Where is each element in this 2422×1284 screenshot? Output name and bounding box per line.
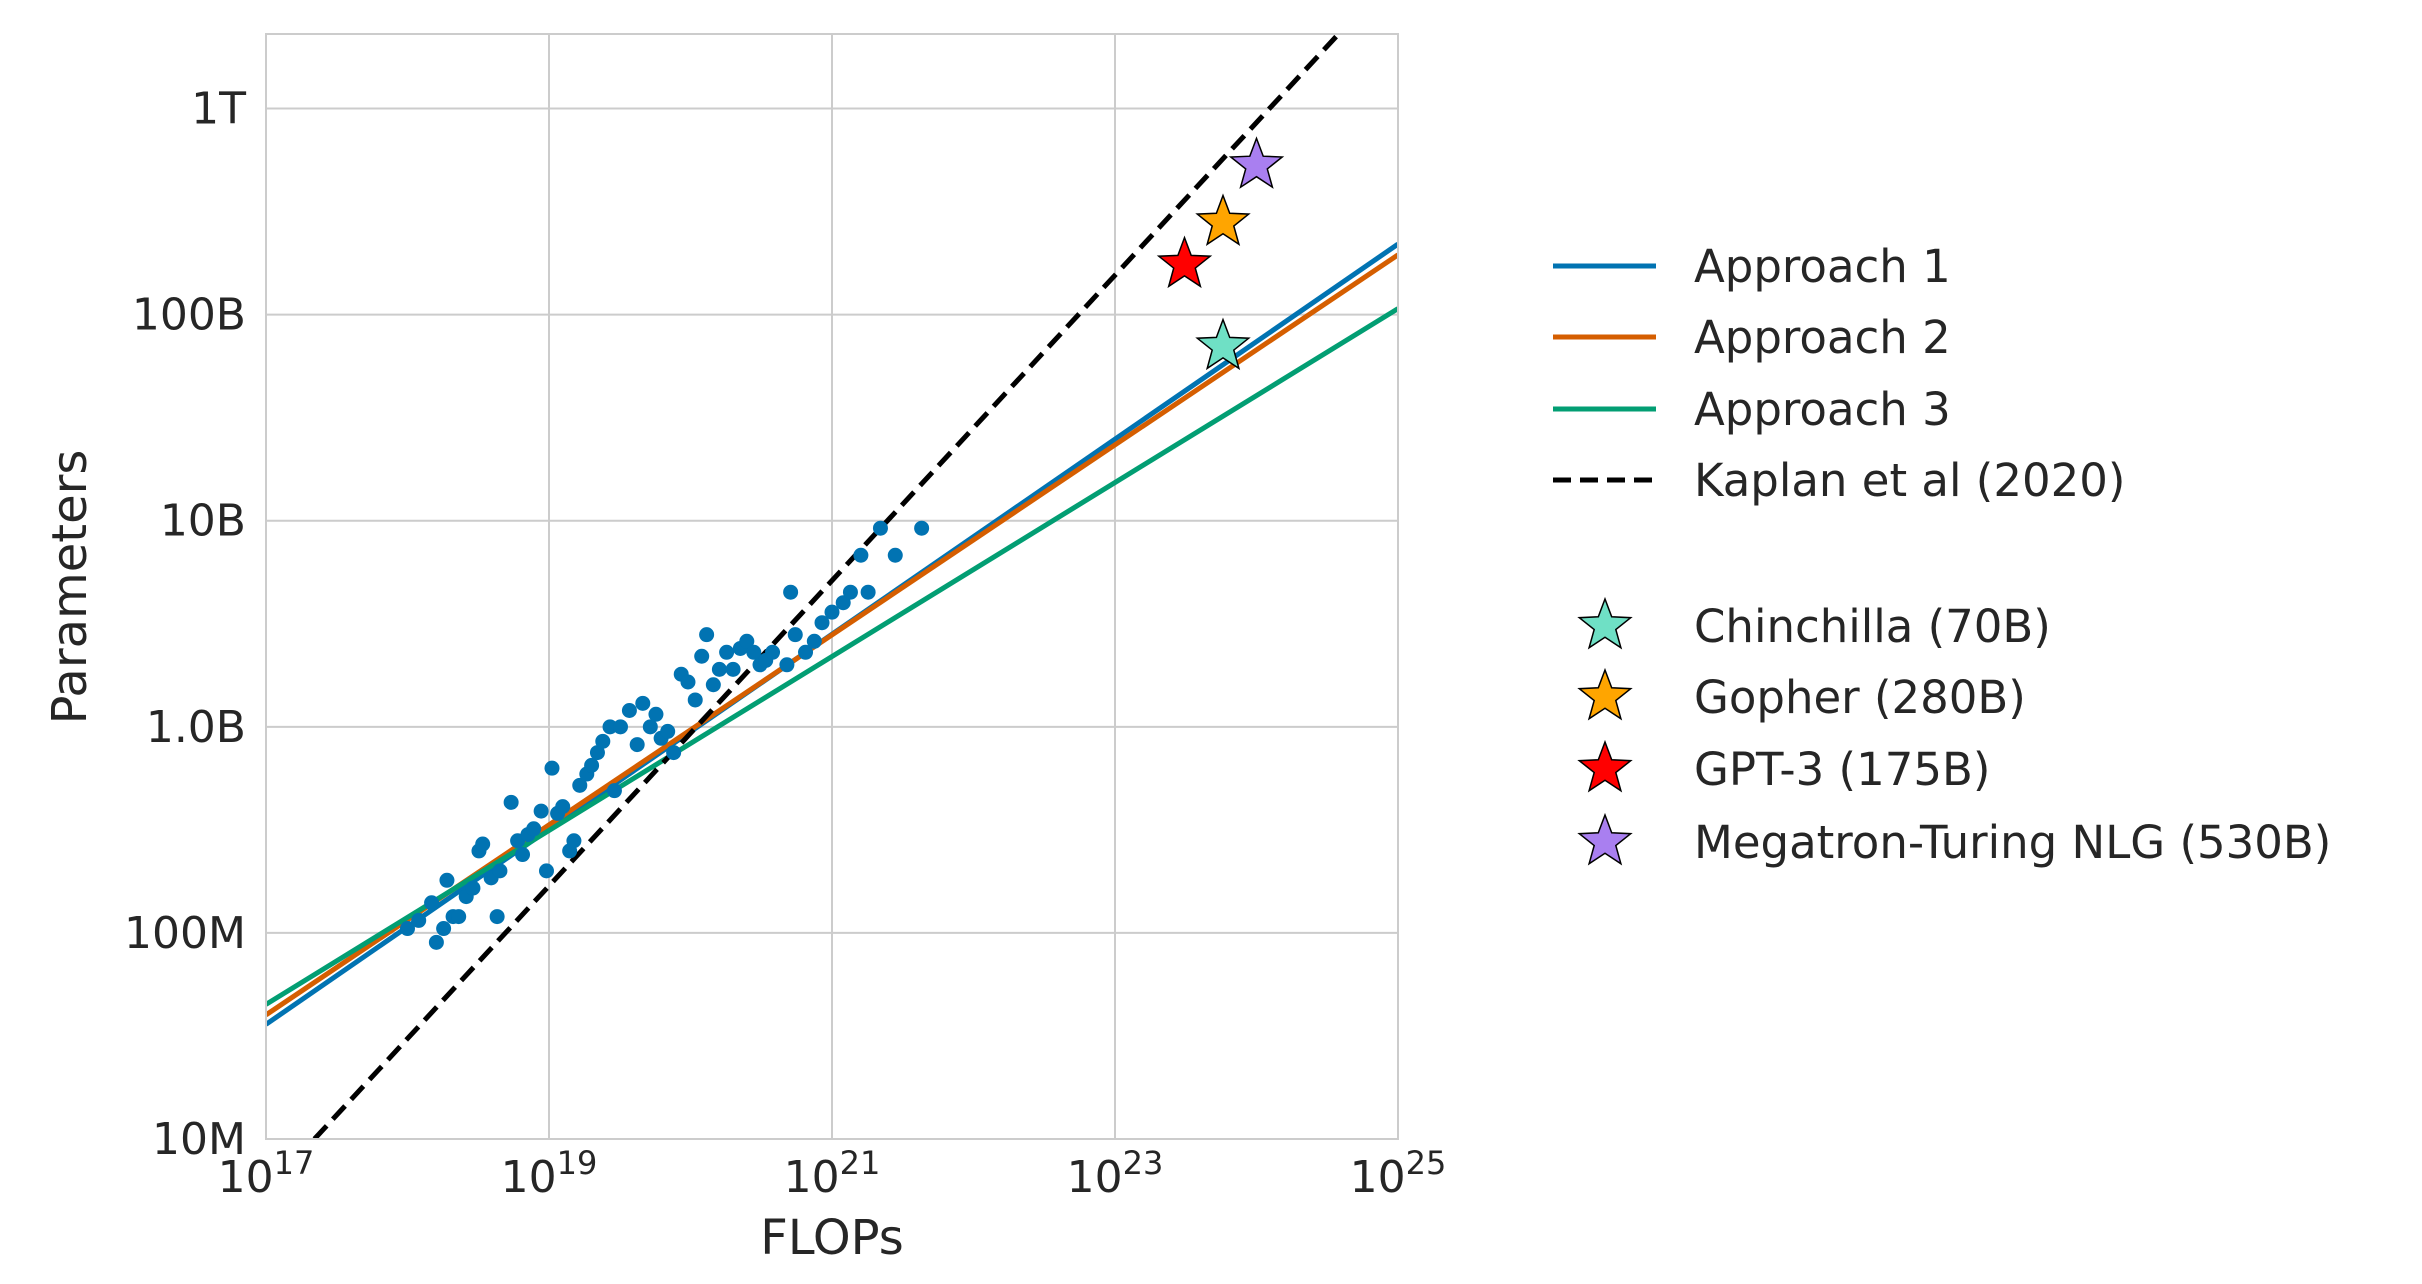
series-line-kaplan-et-al-2020- — [312, 34, 1341, 1139]
legend-label: Kaplan et al (2020) — [1694, 454, 2125, 507]
legend: Approach 1 Approach 2 Approach 3 Kaplan et … — [1553, 240, 2331, 869]
model-stars — [1156, 136, 1285, 371]
legend-label: Approach 3 — [1694, 383, 1951, 436]
scatter-point — [711, 661, 727, 677]
scatter-point — [566, 833, 582, 849]
legend-label: Megatron-Turing NLG (530B) — [1694, 816, 2331, 869]
scatter-point — [439, 872, 455, 888]
scatter-point — [451, 909, 467, 925]
scatter-point — [806, 633, 822, 649]
scatter-point — [555, 799, 571, 815]
scatter-point — [400, 921, 415, 937]
y-tick-label: 1T — [191, 84, 246, 135]
scatter-point — [842, 584, 858, 600]
scatter-point — [489, 909, 505, 925]
scatter-point — [635, 695, 651, 711]
scatter-point — [719, 644, 735, 660]
scatter-point — [602, 719, 618, 735]
scatter-point — [853, 547, 869, 563]
scatter-point — [798, 644, 814, 660]
scatter-point — [699, 627, 715, 643]
plot-frame — [265, 33, 1399, 1140]
scatter-point — [424, 895, 440, 911]
scatter-point — [648, 706, 664, 722]
y-tick-label: 10M — [152, 1114, 246, 1165]
x-tick-label: 1019 — [501, 1144, 598, 1203]
x-tick-label: 1023 — [1067, 1144, 1164, 1203]
scatter-point — [872, 520, 888, 536]
scatter-point — [835, 595, 851, 611]
legend-label: GPT-3 (175B) — [1694, 743, 1990, 796]
y-tick-label: 10B — [160, 496, 246, 547]
scatter-point — [642, 719, 658, 735]
scatter-point — [765, 644, 781, 660]
legend-star-icon — [1577, 667, 1633, 721]
y-tick-label: 1.0B — [146, 702, 246, 753]
scatter-point — [584, 757, 600, 773]
scatter-points — [400, 520, 930, 950]
legend-label: Gopher (280B) — [1694, 671, 2026, 724]
scatter-point — [533, 803, 549, 819]
y-axis-label: Parameters — [42, 450, 98, 725]
scatter-point — [824, 604, 840, 620]
scatter-point — [739, 633, 755, 649]
scatter-point — [589, 745, 605, 761]
scatter-point — [492, 863, 508, 879]
legend-label: Approach 2 — [1694, 311, 1951, 364]
scatter-point — [725, 661, 741, 677]
y-tick-label: 100B — [132, 290, 246, 341]
scatter-point — [783, 584, 799, 600]
scatter-point — [687, 692, 703, 708]
scatter-point — [544, 760, 560, 776]
series-lines — [266, 34, 1398, 1139]
scatter-point — [538, 863, 554, 879]
x-tick-label: 1017 — [218, 1144, 315, 1203]
x-tick-label: 1025 — [1350, 1144, 1447, 1203]
y-tick-label: 100M — [124, 908, 246, 959]
scatter-point — [621, 703, 637, 719]
scatter-point — [465, 880, 481, 896]
scatter-point — [515, 847, 531, 863]
scatter-point — [666, 745, 682, 761]
scatter-point — [779, 657, 795, 673]
scatter-point — [475, 836, 491, 852]
scatter-point — [887, 547, 903, 563]
scatter-point — [436, 921, 452, 937]
scatter-point — [595, 733, 611, 749]
legend-label: Approach 1 — [1694, 240, 1951, 293]
star-marker — [1156, 235, 1213, 289]
star-marker — [1195, 193, 1251, 247]
star-marker — [1195, 317, 1251, 371]
scatter-point — [612, 719, 628, 735]
legend-star-icon — [1577, 596, 1633, 650]
y-tick-labels: 10M 100M 1.0B 10B 100B 1T — [124, 84, 246, 1165]
x-tick-labels: 1017 1019 1021 1023 1025 — [218, 1144, 1447, 1203]
scatter-point — [914, 520, 930, 536]
grid — [265, 34, 1399, 1140]
series-line-approach-3 — [266, 306, 1398, 1007]
scatter-point — [705, 677, 721, 693]
scatter-point — [746, 644, 762, 660]
scatter-point — [660, 723, 676, 739]
legend-star-icon — [1577, 739, 1633, 793]
scatter-point — [860, 584, 876, 600]
legend-star-icon — [1577, 812, 1633, 866]
x-tick-label: 1021 — [784, 1144, 881, 1203]
scatter-point — [572, 777, 588, 793]
scatter-point — [680, 674, 696, 690]
star-marker — [1228, 136, 1285, 189]
scatter-point — [787, 627, 803, 643]
legend-label: Chinchilla (70B) — [1694, 600, 2051, 653]
scatter-point — [606, 783, 622, 799]
scatter-point — [629, 737, 645, 753]
scatter-point — [428, 934, 444, 950]
scatter-point — [503, 794, 519, 810]
scatter-point — [814, 615, 830, 631]
scatter-point — [694, 648, 710, 664]
scatter-point — [526, 821, 542, 837]
x-axis-label: FLOPs — [760, 1210, 904, 1266]
scatter-point — [411, 912, 427, 928]
